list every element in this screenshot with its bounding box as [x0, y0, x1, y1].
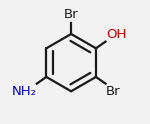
Text: Br: Br — [106, 85, 121, 98]
Text: NH₂: NH₂ — [11, 85, 36, 98]
Text: OH: OH — [106, 28, 126, 41]
Text: Br: Br — [64, 8, 78, 21]
